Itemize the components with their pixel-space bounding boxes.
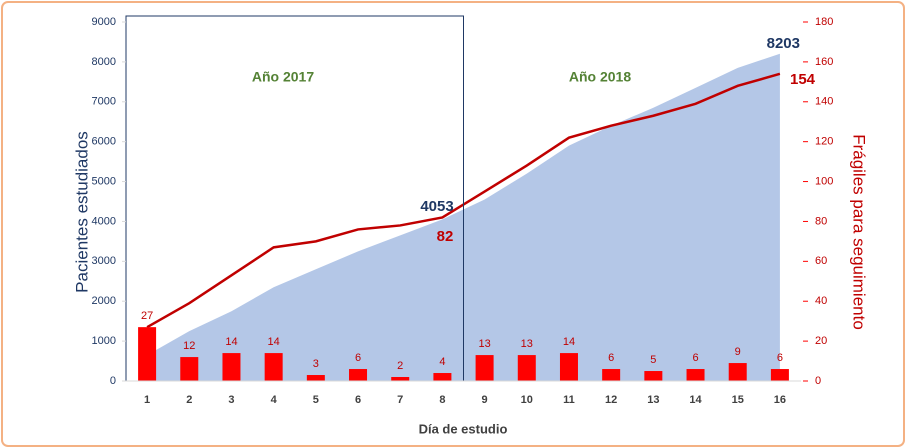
x-tick-label: 14 [689, 394, 702, 406]
x-tick-label: 16 [774, 394, 786, 406]
y2-tick-label: 100 [815, 175, 833, 187]
annotation: 8203 [767, 35, 800, 52]
bar [391, 377, 410, 381]
x-tick-label: 8 [439, 394, 445, 406]
data-label: 14 [563, 336, 575, 348]
x-tick-label: 3 [228, 394, 234, 406]
y2-tick-label: 0 [815, 375, 821, 387]
data-label: 2 [397, 360, 403, 372]
bar [306, 375, 325, 381]
y2-tick-label: 160 [815, 56, 833, 68]
y2-tick-label: 40 [815, 295, 827, 307]
data-label: 4 [439, 356, 445, 368]
bar [138, 327, 157, 381]
x-tick-label: 11 [563, 394, 575, 406]
y2-tick-label: 120 [815, 136, 833, 148]
bar [349, 369, 368, 381]
annotation: Año 2017 [252, 69, 314, 85]
data-label: 5 [650, 354, 656, 366]
data-label: 13 [478, 338, 490, 350]
y2-tick-label: 80 [815, 215, 827, 227]
bar [644, 371, 663, 381]
bar [180, 357, 199, 381]
x-tick-label: 10 [521, 394, 533, 406]
y-tick-label: 7000 [92, 96, 116, 108]
x-tick-label: 15 [732, 394, 744, 406]
x-tick-label: 9 [482, 394, 488, 406]
y2-tick-label: 60 [815, 255, 827, 267]
data-label: 13 [521, 338, 533, 350]
bar [728, 363, 747, 381]
x-axis-title: Día de estudio [419, 421, 508, 436]
data-label: 6 [355, 352, 361, 364]
bar [770, 369, 789, 381]
bar [517, 355, 536, 381]
x-tick-label: 7 [397, 394, 403, 406]
annotation: 4053 [420, 198, 453, 215]
data-label: 3 [313, 358, 319, 370]
y2-tick-label: 20 [815, 335, 827, 347]
y-axis-title: Pacientes estudiados [72, 131, 91, 293]
bar [433, 373, 452, 381]
data-label: 6 [692, 352, 698, 364]
x-tick-label: 13 [647, 394, 659, 406]
y-tick-label: 1000 [92, 335, 116, 347]
x-tick-label: 2 [186, 394, 192, 406]
data-label: 27 [141, 310, 153, 322]
y2-axis-title: Frágiles para seguimiento [850, 134, 869, 330]
bar [475, 355, 494, 381]
y2-tick-label: 180 [815, 16, 833, 28]
data-label: 14 [268, 336, 280, 348]
bar [264, 353, 283, 381]
bar [559, 353, 578, 381]
x-tick-label: 5 [313, 394, 319, 406]
annotation: Año 2018 [569, 69, 631, 85]
y-tick-label: 6000 [92, 136, 116, 148]
y-tick-label: 5000 [92, 175, 116, 187]
y-tick-label: 9000 [92, 16, 116, 28]
data-label: 14 [225, 336, 237, 348]
y-tick-label: 2000 [92, 295, 116, 307]
y-tick-label: 4000 [92, 215, 116, 227]
data-label: 6 [777, 352, 783, 364]
bar [686, 369, 705, 381]
x-tick-label: 6 [355, 394, 361, 406]
x-tick-label: 1 [144, 394, 150, 406]
annotation: 154 [790, 71, 816, 88]
bar [602, 369, 621, 381]
data-label: 9 [735, 346, 741, 358]
annotation: 82 [437, 228, 454, 245]
bar [222, 353, 241, 381]
x-tick-label: 12 [605, 394, 617, 406]
y-tick-label: 8000 [92, 56, 116, 68]
y2-tick-label: 140 [815, 96, 833, 108]
data-label: 12 [183, 340, 195, 352]
x-tick-label: 4 [271, 394, 278, 406]
data-label: 6 [608, 352, 614, 364]
y-tick-label: 0 [110, 375, 116, 387]
y-tick-label: 3000 [92, 255, 116, 267]
